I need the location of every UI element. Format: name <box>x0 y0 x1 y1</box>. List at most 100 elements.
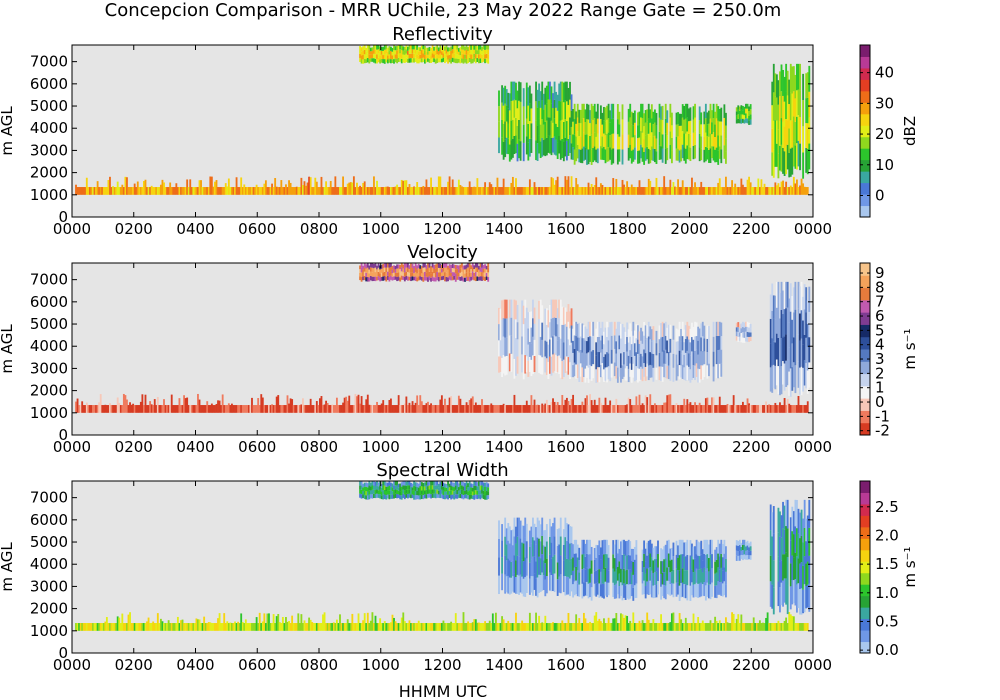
echo-cell <box>447 485 449 491</box>
echo-cell <box>386 59 389 64</box>
echo-cell <box>786 623 789 631</box>
echo-cell <box>771 338 774 366</box>
echo-cell <box>678 555 681 571</box>
echo-cell <box>627 397 630 413</box>
echo-cell <box>482 268 485 273</box>
echo-cell <box>232 187 235 195</box>
echo-cell <box>796 405 798 413</box>
echo-cell <box>390 275 392 280</box>
echo-cell <box>363 45 366 50</box>
echo-cell <box>803 334 806 361</box>
echo-cell <box>691 177 693 195</box>
echo-cell <box>410 494 412 499</box>
echo-cell <box>637 368 639 383</box>
echo-cell <box>633 559 636 573</box>
echo-cell <box>712 118 715 133</box>
echo-cell <box>467 187 470 195</box>
echo-cell <box>725 176 727 195</box>
echo-cell <box>437 263 440 268</box>
echo-cell <box>485 272 488 277</box>
echo-cell <box>694 558 696 572</box>
echo-cell <box>789 148 792 177</box>
echo-cell <box>725 112 727 126</box>
echo-cell <box>379 269 382 274</box>
echo-cell <box>456 405 459 413</box>
echo-cell <box>354 623 357 631</box>
echo-cell <box>741 332 744 338</box>
echo-cell <box>681 582 684 597</box>
echo-cell <box>556 402 559 413</box>
echo-cell <box>661 405 664 413</box>
echo-cell <box>672 367 675 382</box>
echo-cell <box>300 614 303 631</box>
echo-cell <box>379 55 382 60</box>
echo-cell <box>669 338 672 353</box>
echo-cell <box>366 58 369 63</box>
echo-cell <box>525 82 528 101</box>
echo-cell <box>396 58 399 64</box>
echo-cell <box>369 405 372 413</box>
echo-cell <box>383 263 386 268</box>
echo-cell <box>745 103 747 109</box>
echo-cell <box>388 50 391 55</box>
echo-cell <box>491 187 494 195</box>
echo-cell <box>342 176 344 195</box>
echo-cell <box>508 317 511 336</box>
echo-cell <box>121 184 124 195</box>
echo-cell <box>564 399 567 413</box>
echo-cell <box>411 487 414 491</box>
echo-cell <box>448 54 451 59</box>
echo-cell <box>422 49 425 54</box>
echo-cell <box>414 267 417 272</box>
echo-cell <box>777 309 780 338</box>
echo-cell <box>476 276 479 281</box>
echo-cell <box>779 96 781 121</box>
echo-cell <box>101 187 104 195</box>
echo-cell <box>400 179 403 195</box>
echo-cell <box>701 321 704 337</box>
echo-cell <box>573 623 576 631</box>
echo-cell <box>694 336 696 351</box>
echo-cell <box>263 405 266 413</box>
echo-cell <box>451 45 454 50</box>
echo-cell <box>687 108 690 122</box>
echo-cell <box>555 107 558 124</box>
echo-cell <box>779 623 781 631</box>
echo-cell <box>616 623 619 631</box>
echo-cell <box>373 481 375 486</box>
echo-cell <box>286 187 289 195</box>
echo-cell <box>538 615 541 631</box>
echo-cell <box>422 263 425 268</box>
echo-cell <box>528 578 531 595</box>
echo-cell <box>714 187 717 195</box>
echo-cell <box>669 572 672 584</box>
echo-cell <box>410 49 412 54</box>
echo-cell <box>501 187 503 195</box>
echo-cell <box>345 623 348 631</box>
echo-cell <box>667 539 670 554</box>
echo-cell <box>423 490 426 495</box>
echo-cell <box>769 623 772 631</box>
echo-cell <box>524 577 527 597</box>
echo-cell <box>385 53 388 59</box>
echo-cell <box>144 179 147 195</box>
echo-cell <box>584 340 587 355</box>
echo-cell <box>737 546 740 551</box>
echo-cell <box>328 187 331 195</box>
echo-cell <box>430 177 432 195</box>
echo-cell <box>635 623 638 631</box>
echo-cell <box>559 405 562 413</box>
echo-cell <box>444 267 446 273</box>
echo-cell <box>525 118 528 137</box>
echo-cell <box>124 176 127 195</box>
echo-cell <box>532 299 534 319</box>
echo-cell <box>478 404 480 413</box>
echo-cell <box>538 520 541 539</box>
echo-cell <box>434 50 437 56</box>
echo-cell <box>373 53 375 59</box>
echo-cell <box>623 583 625 598</box>
echo-cell <box>802 100 805 127</box>
echo-cell <box>708 363 710 377</box>
echo-cell <box>559 140 562 160</box>
echo-cell <box>379 489 382 495</box>
